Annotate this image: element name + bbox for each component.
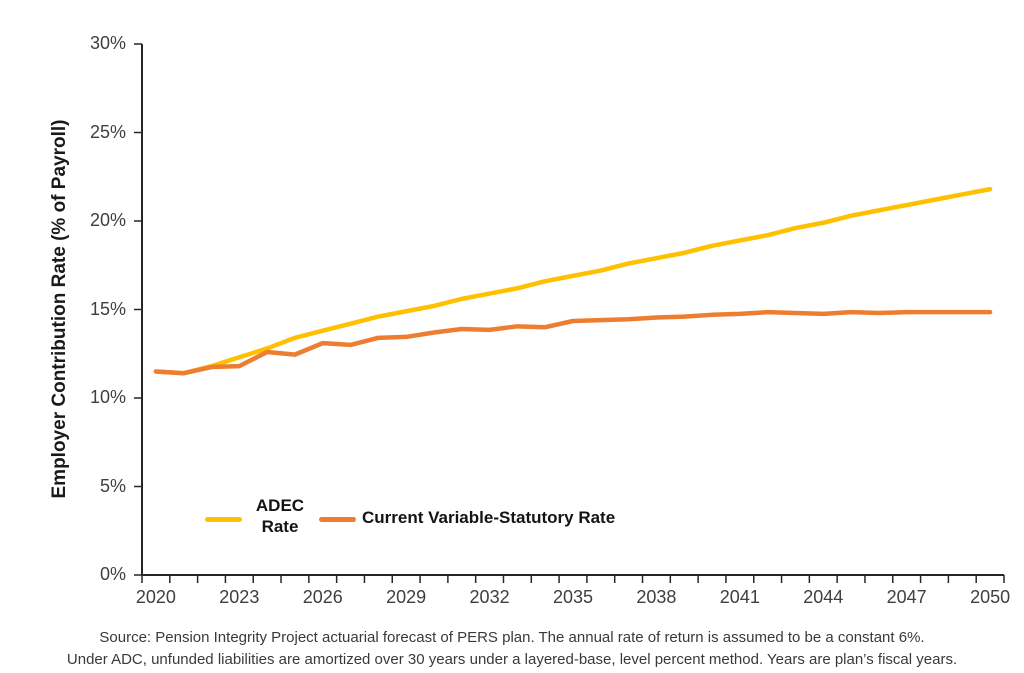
x-tick-label: 2020	[135, 587, 176, 607]
adec-rate-line	[153, 186, 993, 376]
x-tick-label: 2035	[552, 587, 594, 607]
x-tick-label: 2038	[636, 587, 677, 607]
y-tick-label: 25%	[89, 121, 126, 142]
x-tick-label: 2047	[886, 587, 927, 607]
adec-rate-legend-swatch	[205, 517, 242, 522]
y-tick-label: 15%	[89, 298, 126, 319]
adec-rate-legend-label-line2: Rate	[261, 517, 299, 536]
x-tick-label: 2026	[302, 587, 343, 607]
x-tick-label: 2029	[386, 587, 427, 607]
x-tick-label: 2044	[803, 587, 844, 607]
y-tick-label: 30%	[89, 33, 126, 53]
y-tick-label: 20%	[89, 210, 126, 230]
y-tick-label: 0%	[99, 564, 126, 584]
y-tick-label: 10%	[89, 387, 126, 407]
x-tick-label: 2041	[719, 587, 760, 607]
variable-statutory-legend-label: Current Variable-Statutory Rate	[362, 508, 616, 527]
x-tick-label: 2032	[469, 587, 510, 607]
current-variable-statutory-rate-line	[153, 309, 993, 376]
adec-rate-legend-label: ADEC Rate	[243, 495, 317, 537]
source-note-line1: Source: Pension Integrity Project actuar…	[99, 629, 925, 646]
x-tick-label: 2050	[970, 587, 1011, 607]
source-note: Source: Pension Integrity Project actuar…	[0, 627, 1024, 671]
adec-rate-legend-label-line1: ADEC	[255, 496, 305, 515]
source-note-line2: Under ADC, unfunded liabilities are amor…	[66, 651, 958, 668]
variable-statutory-legend-swatch	[319, 517, 356, 522]
y-tick-label: 5%	[99, 475, 126, 496]
x-tick-label: 2023	[219, 587, 260, 607]
